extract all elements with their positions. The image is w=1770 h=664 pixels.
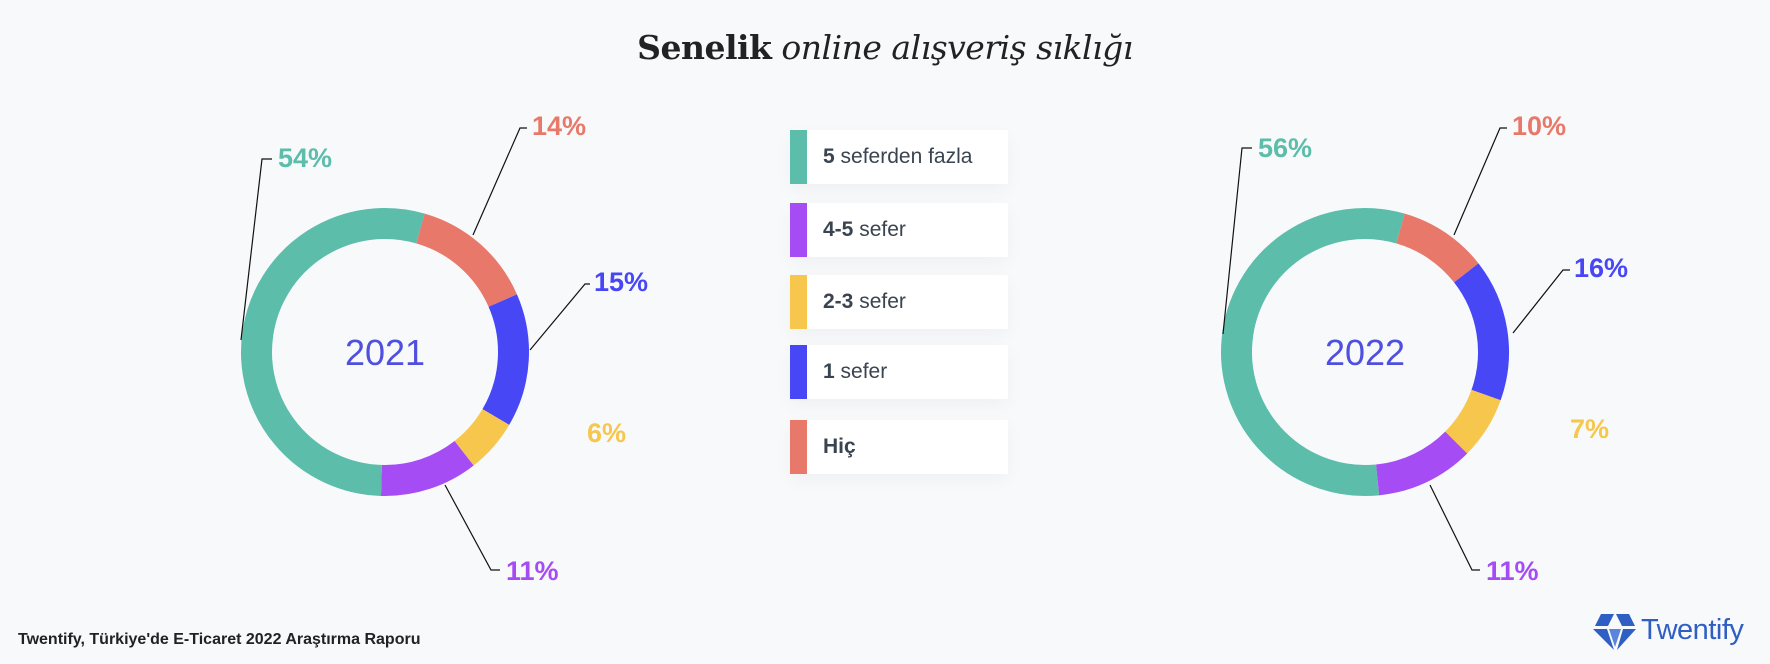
data-label: 16% (1574, 253, 1628, 283)
source-footer: Twentify, Türkiye'de E-Ticaret 2022 Araş… (18, 631, 421, 648)
title-bold: Senelik (637, 28, 772, 67)
data-label: 11% (506, 556, 559, 586)
donut-segment-0-3 (454, 408, 510, 466)
data-label: 15% (594, 267, 648, 297)
legend-item-4-5: 4-5 sefer (790, 203, 1008, 257)
leader-line (1512, 269, 1570, 334)
legend-label: 4-5 sefer (823, 218, 906, 241)
legend-swatch (790, 130, 807, 184)
donut-segment-1-2 (1453, 263, 1509, 401)
legend-label: 1 sefer (823, 360, 888, 383)
donut-segment-0-0 (241, 208, 425, 496)
donut-segment-1-0 (1221, 208, 1405, 496)
data-label: 11% (1486, 556, 1539, 586)
data-label: 6% (587, 418, 626, 448)
donut-segment-0-4 (380, 440, 474, 496)
data-label: 56% (1258, 133, 1312, 163)
data-label: 7% (1570, 414, 1609, 444)
legend-label: Hiç (823, 435, 856, 458)
legend-item-5-plus: 5 seferden fazla (790, 130, 1008, 184)
leader-line (529, 283, 590, 351)
donut-segment-0-1 (415, 213, 517, 308)
data-label: 14% (532, 111, 586, 141)
center-year-label: 2021 (345, 332, 425, 373)
leader-line (1453, 127, 1507, 236)
legend-label: 2-3 sefer (823, 290, 906, 313)
leader-line (1429, 484, 1480, 571)
donut-segment-0-2 (482, 294, 529, 425)
title-italic: online alışveriş sıklığı (781, 28, 1133, 67)
legend-item-2-3: 2-3 sefer (790, 275, 1008, 329)
twentify-logo-icon (1593, 614, 1636, 650)
donut-segment-1-1 (1395, 213, 1479, 283)
data-label: 54% (278, 143, 332, 173)
center-year-label: 2022 (1325, 332, 1405, 373)
leader-line (444, 484, 500, 571)
leader-line (240, 158, 272, 341)
donut-segment-1-3 (1444, 389, 1501, 454)
brand-name: Twentify (1641, 614, 1744, 646)
legend-item-1: 1 sefer (790, 345, 1008, 399)
leader-line (472, 127, 527, 236)
legend-swatch (790, 420, 807, 474)
chart-title: Senelik online alışveriş sıklığı (0, 28, 1770, 67)
leader-line (1222, 147, 1252, 335)
legend-swatch (790, 275, 807, 329)
legend-swatch (790, 345, 807, 399)
data-label: 10% (1512, 111, 1566, 141)
legend-item-hic: Hiç (790, 420, 1008, 474)
legend-label: 5 seferden fazla (823, 145, 973, 168)
legend-swatch (790, 203, 807, 257)
donut-segment-1-4 (1375, 431, 1468, 496)
